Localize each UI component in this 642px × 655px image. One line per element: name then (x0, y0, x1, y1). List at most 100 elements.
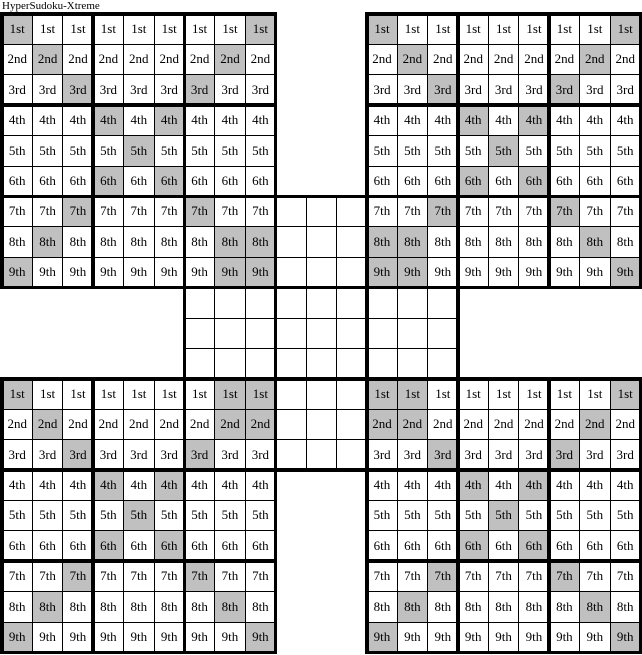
puzzle-cell[interactable]: 3rd (245, 74, 276, 106)
puzzle-cell[interactable]: 8th (366, 591, 398, 622)
puzzle-cell[interactable]: 8th (518, 226, 550, 258)
puzzle-cell[interactable]: 4th (458, 105, 489, 136)
puzzle-cell[interactable]: 7th (488, 196, 519, 227)
puzzle-cell[interactable]: 2nd (2, 44, 33, 75)
puzzle-cell[interactable]: 4th (579, 105, 610, 136)
puzzle-cell[interactable]: 5th (123, 500, 154, 531)
puzzle-cell[interactable]: 7th (610, 196, 641, 227)
puzzle-cell[interactable]: 6th (245, 166, 276, 197)
puzzle-cell[interactable]: 8th (184, 591, 215, 622)
puzzle-cell[interactable]: 1st (2, 14, 33, 45)
puzzle-cell[interactable]: 1st (93, 14, 124, 45)
puzzle-cell[interactable]: 4th (245, 105, 276, 136)
puzzle-cell[interactable]: 5th (245, 500, 276, 531)
puzzle-cell[interactable]: 2nd (518, 409, 550, 440)
puzzle-cell[interactable]: 8th (32, 591, 63, 622)
puzzle-cell[interactable]: 5th (93, 500, 124, 531)
puzzle-cell[interactable]: 7th (184, 561, 215, 592)
puzzle-cell[interactable]: 8th (93, 226, 124, 258)
puzzle-cell[interactable]: 3rd (397, 74, 428, 106)
puzzle-cell[interactable]: 4th (610, 105, 641, 136)
puzzle-cell[interactable]: 3rd (2, 439, 33, 470)
puzzle-cell[interactable]: 6th (488, 166, 519, 197)
puzzle-cell[interactable]: 9th (427, 257, 458, 288)
puzzle-cell[interactable]: 2nd (610, 409, 641, 440)
puzzle-cell[interactable]: 3rd (93, 439, 124, 470)
puzzle-cell[interactable]: 7th (154, 196, 185, 227)
puzzle-cell[interactable]: 9th (2, 257, 33, 288)
puzzle-cell[interactable] (336, 196, 367, 227)
puzzle-cell[interactable]: 9th (154, 622, 185, 653)
puzzle-cell[interactable]: 6th (32, 530, 63, 562)
puzzle-cell[interactable]: 3rd (458, 439, 489, 470)
puzzle-cell[interactable] (275, 348, 306, 379)
puzzle-cell[interactable]: 4th (93, 105, 124, 136)
puzzle-cell[interactable]: 8th (488, 226, 519, 258)
puzzle-cell[interactable] (306, 318, 337, 349)
puzzle-cell[interactable] (275, 409, 306, 440)
puzzle-cell[interactable]: 2nd (488, 44, 519, 75)
puzzle-cell[interactable]: 8th (397, 591, 428, 622)
puzzle-cell[interactable]: 2nd (32, 409, 63, 440)
puzzle-cell[interactable]: 4th (62, 470, 94, 501)
puzzle-cell[interactable]: 3rd (366, 439, 398, 470)
puzzle-cell[interactable]: 3rd (184, 74, 215, 106)
puzzle-cell[interactable]: 8th (62, 226, 94, 258)
puzzle-cell[interactable] (275, 226, 306, 258)
puzzle-cell[interactable]: 3rd (549, 74, 580, 106)
puzzle-cell[interactable]: 5th (549, 135, 580, 166)
puzzle-cell[interactable]: 8th (123, 591, 154, 622)
puzzle-cell[interactable]: 7th (184, 196, 215, 227)
puzzle-cell[interactable]: 6th (610, 166, 641, 197)
puzzle-cell[interactable]: 5th (62, 135, 94, 166)
puzzle-cell[interactable]: 2nd (397, 409, 428, 440)
puzzle-cell[interactable]: 5th (2, 135, 33, 166)
puzzle-cell[interactable]: 6th (214, 530, 246, 562)
puzzle-cell[interactable]: 1st (518, 14, 550, 45)
puzzle-cell[interactable]: 3rd (488, 74, 519, 106)
puzzle-cell[interactable] (336, 439, 367, 470)
puzzle-cell[interactable]: 9th (93, 622, 124, 653)
puzzle-cell[interactable]: 7th (366, 561, 398, 592)
puzzle-cell[interactable]: 1st (579, 14, 610, 45)
puzzle-cell[interactable]: 9th (579, 622, 610, 653)
puzzle-cell[interactable]: 6th (214, 166, 246, 197)
puzzle-cell[interactable]: 4th (427, 105, 458, 136)
puzzle-cell[interactable]: 2nd (93, 44, 124, 75)
puzzle-cell[interactable]: 5th (184, 500, 215, 531)
puzzle-cell[interactable]: 4th (397, 470, 428, 501)
puzzle-cell[interactable]: 8th (610, 226, 641, 258)
puzzle-cell[interactable] (275, 257, 306, 288)
puzzle-cell[interactable]: 7th (488, 561, 519, 592)
puzzle-cell[interactable]: 9th (579, 257, 610, 288)
puzzle-cell[interactable]: 3rd (518, 74, 550, 106)
puzzle-cell[interactable]: 5th (32, 500, 63, 531)
puzzle-cell[interactable]: 8th (458, 226, 489, 258)
puzzle-cell[interactable] (366, 348, 398, 379)
puzzle-cell[interactable]: 8th (579, 591, 610, 622)
puzzle-cell[interactable] (336, 409, 367, 440)
puzzle-cell[interactable]: 8th (184, 226, 215, 258)
puzzle-cell[interactable]: 1st (184, 14, 215, 45)
puzzle-cell[interactable] (427, 287, 458, 318)
puzzle-cell[interactable] (275, 287, 306, 318)
puzzle-cell[interactable]: 9th (488, 257, 519, 288)
puzzle-cell[interactable]: 3rd (579, 74, 610, 106)
puzzle-cell[interactable]: 4th (214, 470, 246, 501)
puzzle-cell[interactable] (214, 287, 246, 318)
puzzle-cell[interactable]: 1st (154, 378, 185, 410)
puzzle-cell[interactable] (336, 226, 367, 258)
puzzle-cell[interactable]: 1st (32, 378, 63, 410)
puzzle-cell[interactable]: 4th (427, 470, 458, 501)
puzzle-cell[interactable]: 2nd (154, 44, 185, 75)
puzzle-cell[interactable]: 9th (214, 622, 246, 653)
puzzle-cell[interactable]: 6th (458, 530, 489, 562)
puzzle-cell[interactable]: 2nd (427, 44, 458, 75)
puzzle-cell[interactable]: 3rd (549, 439, 580, 470)
puzzle-cell[interactable]: 6th (62, 530, 94, 562)
puzzle-cell[interactable] (184, 348, 215, 379)
puzzle-cell[interactable]: 2nd (366, 44, 398, 75)
puzzle-cell[interactable]: 5th (154, 135, 185, 166)
puzzle-cell[interactable]: 7th (214, 561, 246, 592)
puzzle-cell[interactable]: 9th (397, 257, 428, 288)
